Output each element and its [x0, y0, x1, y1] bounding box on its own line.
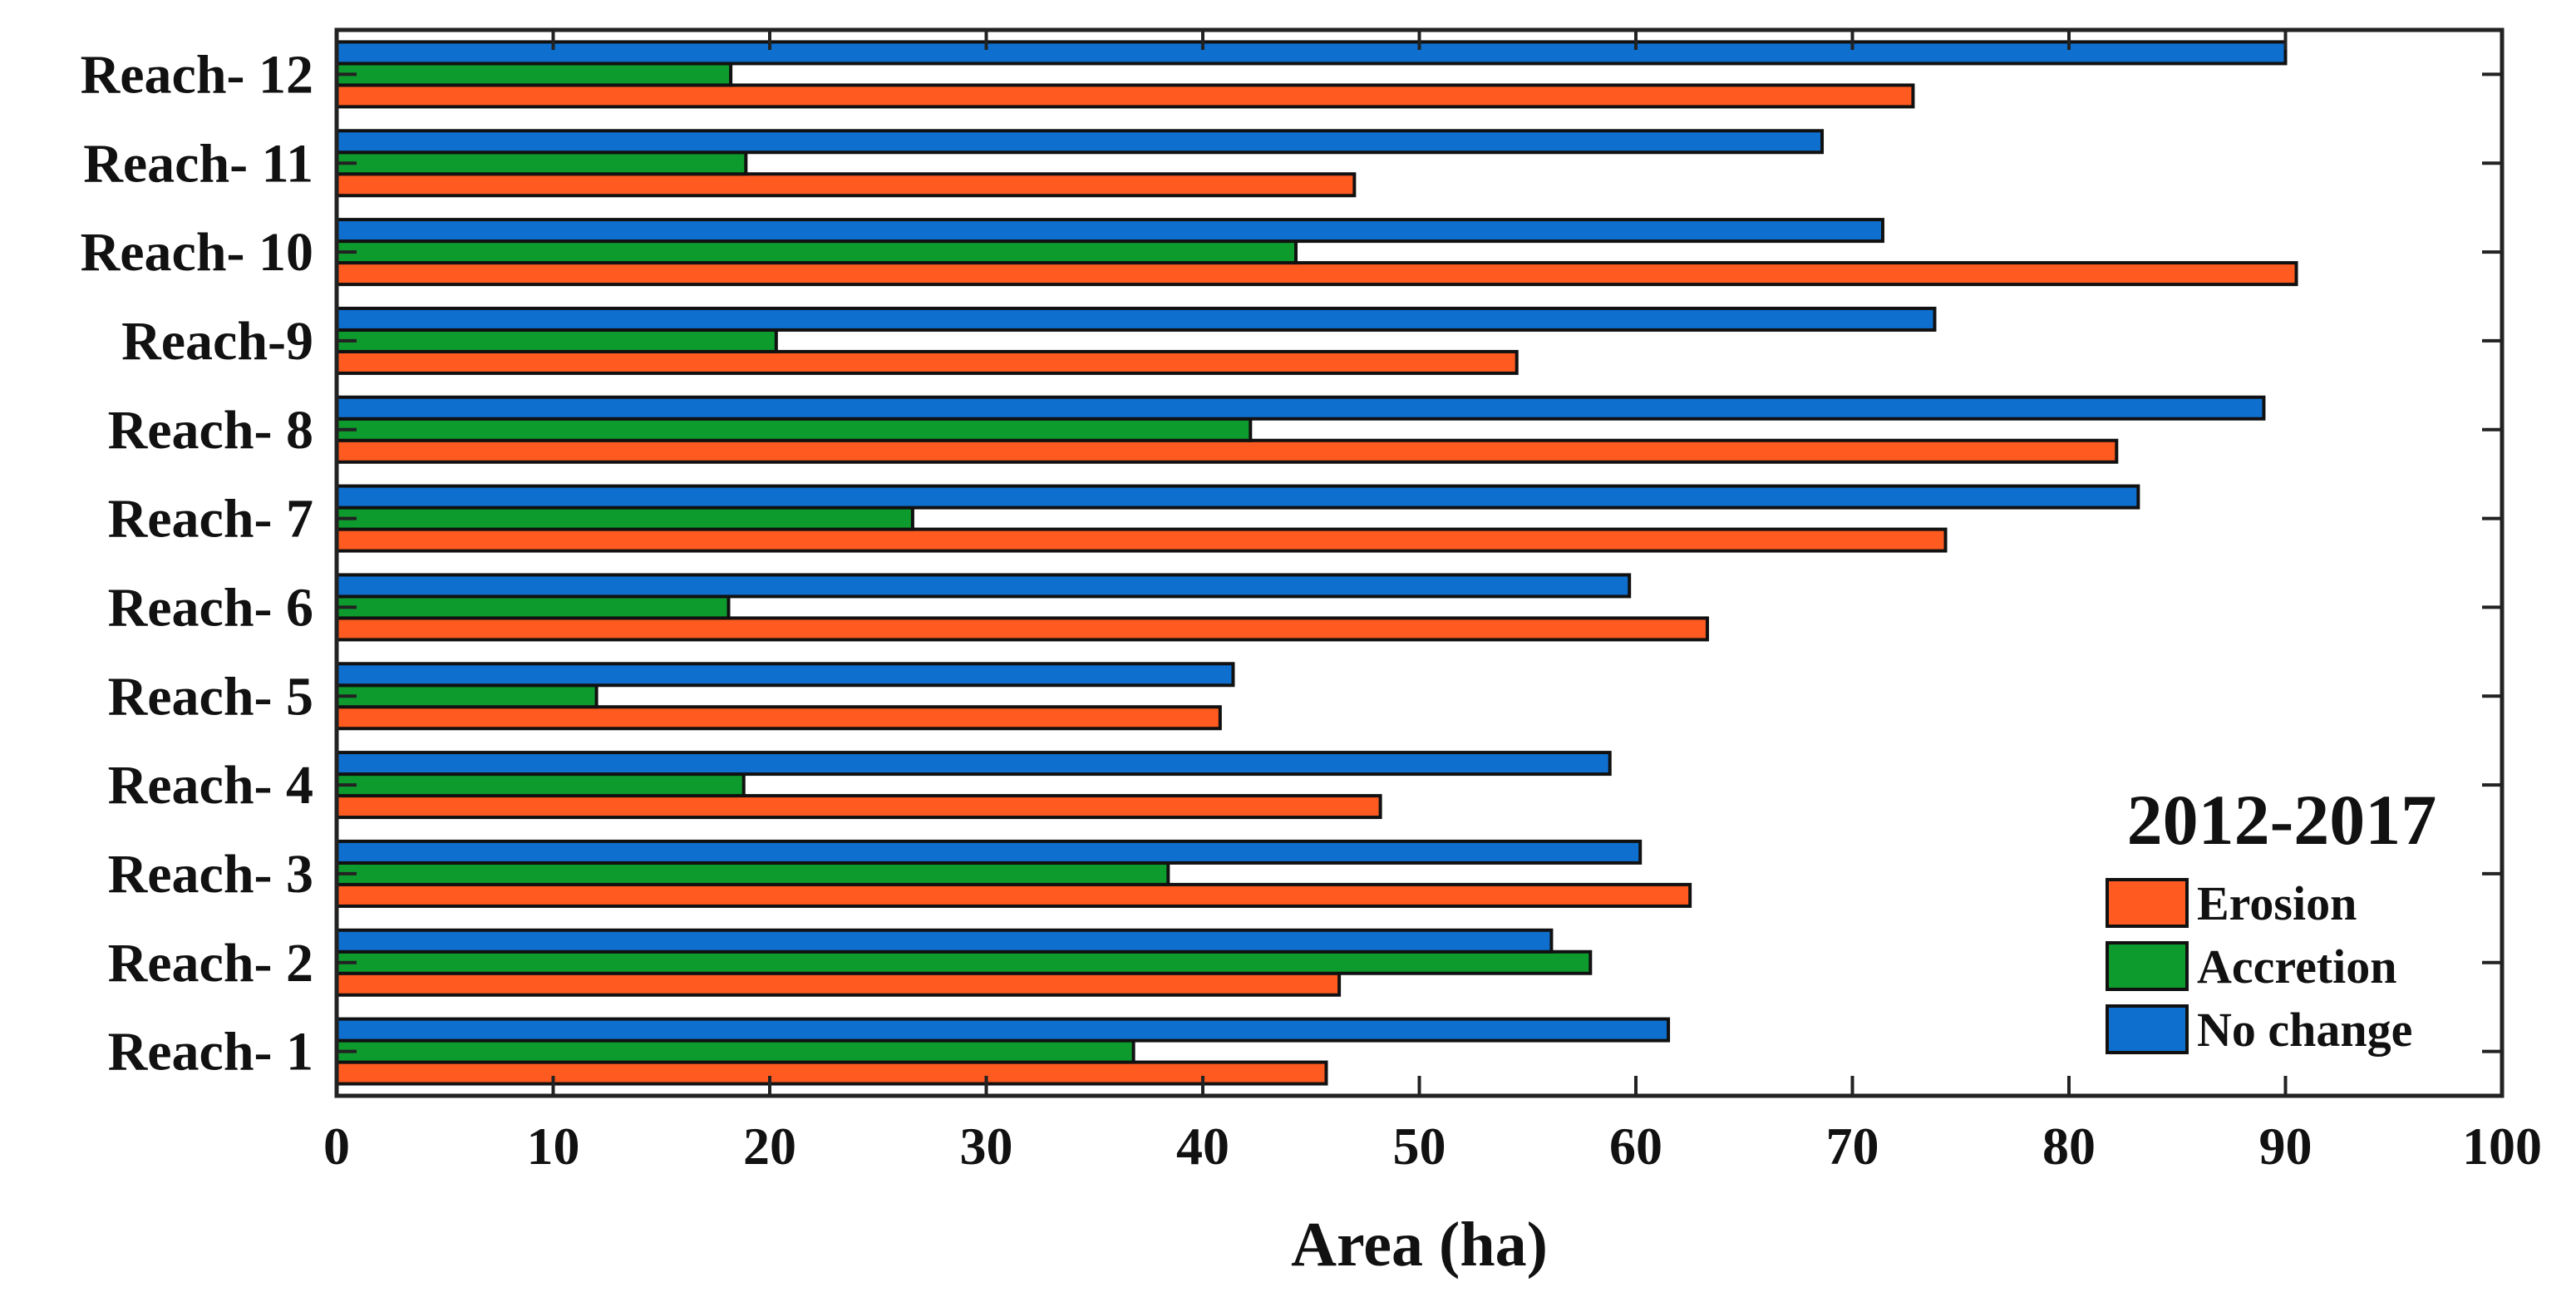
x-tick-label: 70 [1826, 1117, 1879, 1176]
bar-accretion-reach-1 [335, 1038, 1135, 1064]
category-label: Reach- 10 [81, 222, 313, 283]
bar-accretion-reach-5 [335, 683, 598, 709]
x-tick-label: 0 [323, 1117, 350, 1176]
x-tick-label: 90 [2259, 1117, 2312, 1176]
category-label: Reach- 8 [108, 400, 313, 461]
bar-accretion-reach-11 [335, 150, 748, 176]
bar-accretion-reach-7 [335, 506, 914, 531]
category-label: Reach- 1 [108, 1022, 313, 1083]
category-label: Reach- 11 [83, 133, 313, 194]
category-label: Reach-9 [121, 311, 313, 372]
bar-no-change-reach-7 [335, 484, 2140, 510]
bar-erosion-reach-5 [335, 705, 1222, 731]
bars-layer [335, 40, 2298, 1086]
bar-accretion-reach-10 [335, 239, 1298, 265]
bar-accretion-reach-4 [335, 772, 746, 798]
bar-no-change-reach-4 [335, 751, 1612, 777]
bar-accretion-reach-3 [335, 861, 1170, 886]
category-label: Reach- 12 [81, 44, 313, 105]
bar-no-change-reach-9 [335, 306, 1937, 332]
bar-erosion-reach-3 [335, 882, 1692, 908]
bar-accretion-reach-6 [335, 594, 731, 620]
ticks-layer [335, 30, 2504, 1096]
bar-accretion-reach-9 [335, 328, 778, 353]
x-tick-label: 20 [743, 1117, 796, 1176]
legend-swatch-erosion [2106, 878, 2189, 928]
bar-no-change-reach-12 [335, 40, 2288, 66]
bar-accretion-reach-8 [335, 417, 1253, 442]
bar-erosion-reach-8 [335, 438, 2119, 464]
bar-erosion-reach-1 [335, 1060, 1328, 1086]
x-axis-title: Area (ha) [1291, 1210, 1548, 1280]
bar-accretion-reach-12 [335, 62, 733, 87]
bar-erosion-reach-12 [335, 83, 1915, 109]
x-tick-label: 10 [527, 1117, 580, 1176]
bar-erosion-reach-6 [335, 616, 1709, 642]
category-label: Reach- 3 [108, 844, 313, 905]
x-tick-label: 50 [1393, 1117, 1446, 1176]
legend-label-accretion: Accretion [2197, 940, 2397, 994]
legend-label-no-change: No change [2197, 1003, 2412, 1057]
x-tick-label: 60 [1609, 1117, 1662, 1176]
bar-erosion-reach-4 [335, 794, 1382, 820]
category-label: Reach- 4 [108, 755, 313, 816]
legend-label-erosion: Erosion [2197, 876, 2357, 930]
x-tick-label: 40 [1176, 1117, 1229, 1176]
legend-swatch-no-change [2106, 1004, 2189, 1054]
bar-erosion-reach-11 [335, 172, 1357, 198]
labels-layer: Reach- 1 Reach- 2 Reach- 3 Reach- 4 Reach- 5… [81, 44, 2542, 1176]
bar-no-change-reach-10 [335, 218, 1884, 244]
bar-accretion-reach-2 [335, 949, 1593, 975]
category-label: Reach- 6 [108, 577, 313, 638]
bar-erosion-reach-2 [335, 971, 1342, 997]
bar-erosion-reach-10 [335, 261, 2298, 287]
x-tick-label: 80 [2042, 1117, 2096, 1176]
category-label: Reach- 2 [108, 933, 313, 994]
x-tick-label: 100 [2462, 1117, 2542, 1176]
bar-no-change-reach-5 [335, 662, 1235, 688]
legend-title: 2012-2017 [2127, 780, 2437, 860]
bar-erosion-reach-7 [335, 527, 1948, 553]
bar-no-change-reach-2 [335, 928, 1554, 954]
bar-no-change-reach-8 [335, 395, 2266, 421]
category-label: Reach- 5 [108, 666, 313, 727]
category-label: Reach- 7 [108, 489, 313, 550]
bar-no-change-reach-6 [335, 573, 1632, 599]
x-tick-label: 30 [960, 1117, 1013, 1176]
bar-erosion-reach-9 [335, 349, 1519, 375]
legend-swatch-accretion [2106, 941, 2189, 991]
bar-no-change-reach-3 [335, 839, 1643, 865]
bar-no-change-reach-11 [335, 129, 1825, 155]
bar-no-change-reach-1 [335, 1017, 1671, 1043]
legend: 2012-2017 Erosion Accretion No change [2106, 780, 2437, 1057]
